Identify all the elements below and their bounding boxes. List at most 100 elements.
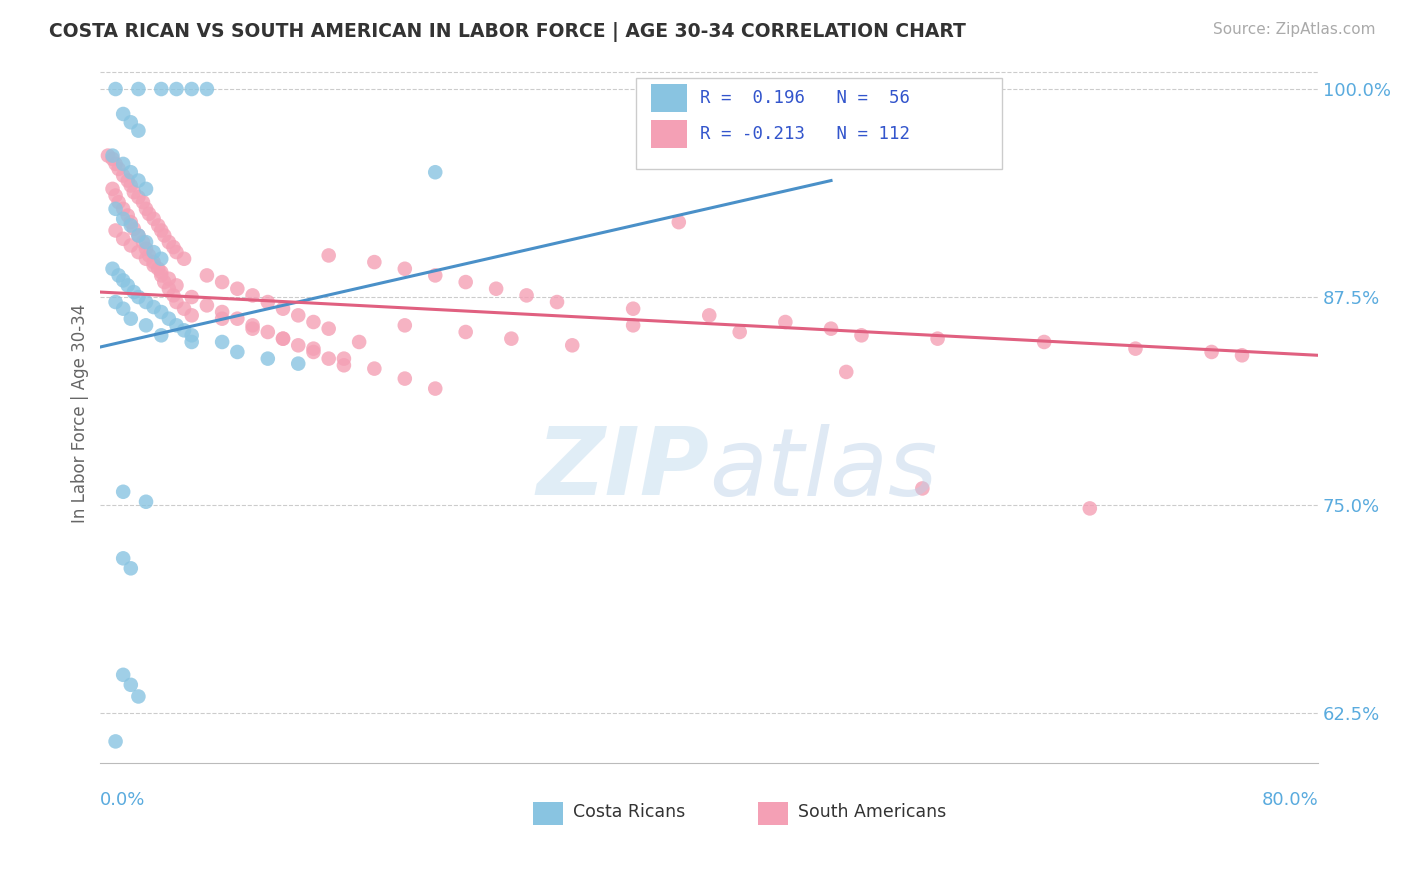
Point [180, 328, 202, 343]
Point [1125, 342, 1147, 356]
Point [546, 295, 568, 310]
Point [454, 325, 477, 339]
Point [166, 278, 188, 293]
Point [107, 195, 129, 210]
Point [211, 275, 233, 289]
Point [195, 298, 218, 312]
Point [101, 261, 124, 276]
Point [112, 484, 135, 499]
Point [122, 185, 145, 199]
Point [104, 295, 127, 310]
Point [120, 311, 142, 326]
Point [333, 359, 356, 373]
Point [120, 115, 142, 129]
Point [153, 275, 176, 289]
Point [120, 215, 142, 229]
Point [101, 182, 124, 196]
Point [333, 351, 356, 366]
Text: South Americans: South Americans [799, 803, 946, 821]
Text: Costa Ricans: Costa Ricans [572, 803, 685, 821]
Text: 0.0%: 0.0% [100, 791, 146, 809]
Point [180, 290, 202, 304]
Point [112, 211, 135, 226]
Point [148, 219, 170, 233]
Point [697, 309, 720, 323]
Point [835, 365, 858, 379]
Point [1078, 501, 1101, 516]
Point [256, 325, 278, 339]
Point [150, 305, 173, 319]
Point [166, 245, 188, 260]
Point [302, 345, 325, 359]
Point [166, 82, 188, 96]
Point [1201, 345, 1223, 359]
Point [135, 242, 157, 256]
Point [394, 318, 416, 333]
Point [127, 190, 149, 204]
Point [302, 342, 325, 356]
Point [927, 332, 949, 346]
Point [142, 245, 165, 260]
Point [302, 315, 325, 329]
Point [153, 228, 176, 243]
Point [122, 222, 145, 236]
Point [394, 371, 416, 385]
Point [1230, 348, 1253, 362]
Point [122, 285, 145, 299]
Point [318, 321, 340, 335]
Point [138, 207, 160, 221]
Point [150, 82, 173, 96]
Point [101, 152, 124, 166]
Point [775, 315, 797, 329]
Point [226, 345, 249, 359]
Point [287, 309, 309, 323]
Point [157, 311, 180, 326]
Text: ZIP: ZIP [536, 424, 709, 516]
Point [242, 288, 264, 302]
Point [1033, 334, 1056, 349]
Point [104, 82, 127, 96]
Point [287, 357, 309, 371]
Point [142, 255, 165, 269]
Point [150, 265, 173, 279]
Point [117, 173, 139, 187]
Point [150, 252, 173, 266]
Point [668, 215, 690, 229]
Point [112, 551, 135, 566]
Text: 80.0%: 80.0% [1261, 791, 1319, 809]
Point [117, 278, 139, 293]
Point [142, 259, 165, 273]
Point [820, 321, 842, 335]
Point [226, 311, 249, 326]
Point [120, 238, 142, 252]
Point [211, 311, 233, 326]
Point [127, 228, 149, 243]
Point [150, 223, 173, 237]
Point [271, 301, 294, 316]
Point [127, 82, 149, 96]
Point [138, 248, 160, 262]
Point [117, 209, 139, 223]
Point [97, 148, 120, 162]
Point [127, 690, 149, 704]
Point [271, 332, 294, 346]
Point [112, 232, 135, 246]
Point [150, 328, 173, 343]
Point [363, 255, 385, 269]
Point [112, 668, 135, 682]
Point [363, 361, 385, 376]
FancyBboxPatch shape [636, 78, 1001, 169]
Point [318, 351, 340, 366]
Point [271, 332, 294, 346]
Point [211, 334, 233, 349]
Point [104, 223, 127, 237]
Point [166, 318, 188, 333]
Point [142, 211, 165, 226]
Point [256, 295, 278, 310]
Y-axis label: In Labor Force | Age 30-34: In Labor Force | Age 30-34 [72, 304, 89, 524]
Point [132, 195, 155, 210]
Point [157, 271, 180, 285]
Point [256, 351, 278, 366]
Point [120, 165, 142, 179]
Point [911, 482, 934, 496]
